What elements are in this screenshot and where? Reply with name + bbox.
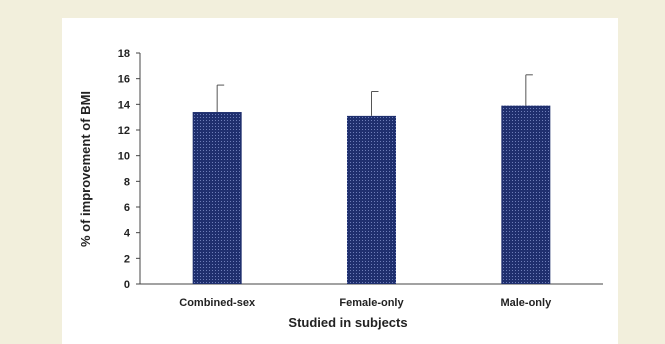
y-tick-label: 18 <box>118 48 130 60</box>
y-tick-label: 0 <box>124 279 130 291</box>
y-axis-title: % of improvement of BMI <box>78 91 93 247</box>
bar <box>501 105 551 284</box>
y-tick-label: 10 <box>118 151 130 163</box>
chart-panel: 0 2 4 6 8 10 12 14 16 18 Combined-sex Female-only Ma… <box>62 18 618 344</box>
y-tick-label: 12 <box>118 125 130 137</box>
x-axis-title: Studied in subjects <box>288 315 407 330</box>
x-category-label: Male-only <box>500 297 552 309</box>
y-tick-label: 16 <box>118 74 130 86</box>
bar <box>347 115 396 284</box>
x-category-label: Female-only <box>339 297 404 309</box>
y-tick-label: 4 <box>124 228 131 240</box>
x-category-label: Combined-sex <box>179 297 256 309</box>
y-tick-label: 14 <box>118 99 131 111</box>
bar-chart: 0 2 4 6 8 10 12 14 16 18 Combined-sex Female-only Ma… <box>78 48 603 330</box>
y-tick-label: 2 <box>124 253 130 265</box>
bar <box>192 112 242 285</box>
y-tick-label: 6 <box>124 202 130 214</box>
y-tick-label: 8 <box>124 176 130 188</box>
